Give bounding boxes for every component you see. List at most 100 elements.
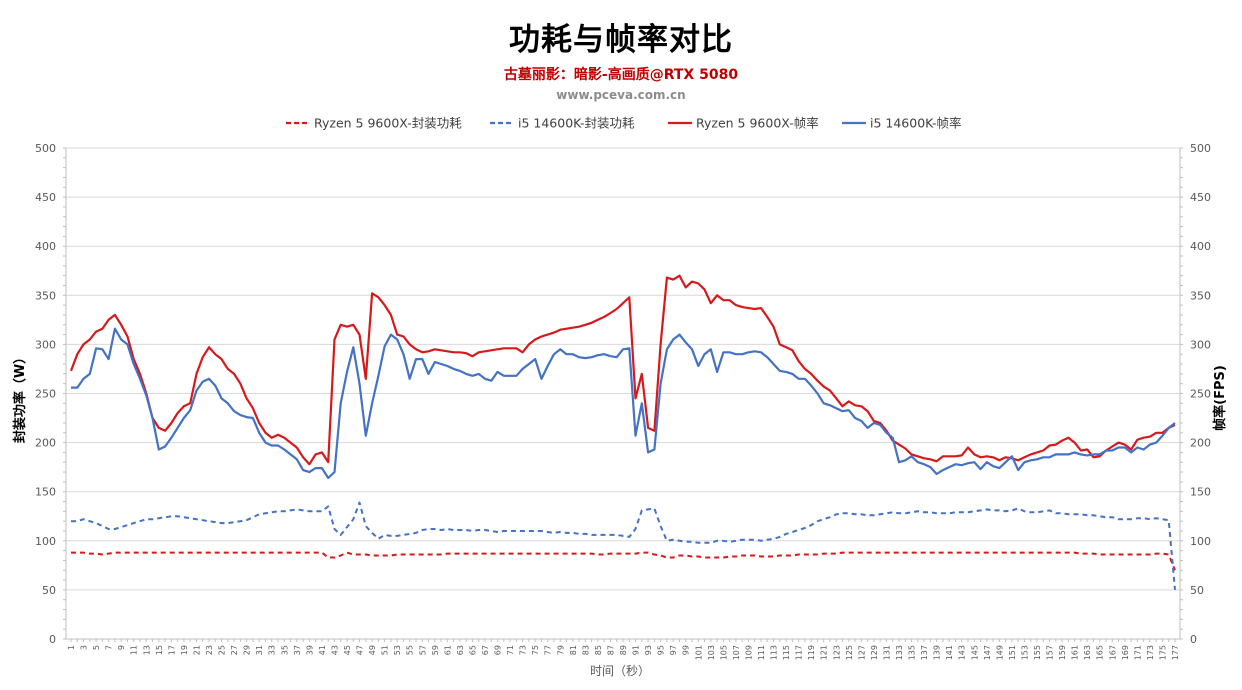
y-tick-label-left: 0 xyxy=(49,633,56,646)
x-tick-label: 1 xyxy=(67,645,76,650)
x-tick-label: 43 xyxy=(330,645,339,655)
y-tick-label-left: 400 xyxy=(35,240,56,253)
y-axis-right-label: 帧率(FPS) xyxy=(1212,365,1228,431)
x-tick-label: 89 xyxy=(619,645,628,655)
x-tick-label: 73 xyxy=(519,645,528,655)
x-tick-label: 147 xyxy=(983,645,992,660)
x-tick-label: 121 xyxy=(820,645,829,660)
x-tick-label: 109 xyxy=(744,645,753,660)
x-tick-label: 15 xyxy=(155,645,164,655)
x-tick-label: 37 xyxy=(293,645,302,655)
x-tick-label: 49 xyxy=(368,645,377,655)
x-tick-label: 125 xyxy=(845,645,854,660)
x-tick-label: 63 xyxy=(456,645,465,655)
x-tick-label: 79 xyxy=(556,645,565,655)
x-tick-label: 153 xyxy=(1020,645,1029,660)
x-tick-label: 117 xyxy=(795,645,804,660)
x-tick-label: 29 xyxy=(243,645,252,655)
x-tick-label: 145 xyxy=(970,645,979,660)
y-tick-label-left: 300 xyxy=(35,338,56,351)
x-tick-label: 35 xyxy=(280,645,289,655)
x-tick-label: 81 xyxy=(569,645,578,655)
x-tick-label: 13 xyxy=(142,645,151,655)
x-tick-label: 177 xyxy=(1171,645,1180,660)
y-tick-label-left: 150 xyxy=(35,486,56,499)
x-tick-label: 61 xyxy=(443,645,452,655)
y-tick-label-right: 400 xyxy=(1190,240,1211,253)
x-tick-label: 161 xyxy=(1071,645,1080,660)
x-tick-label: 151 xyxy=(1008,645,1017,660)
legend-label-3: i5 14600K-帧率 xyxy=(870,116,962,131)
x-tick-label: 135 xyxy=(908,645,917,660)
x-tick-label: 99 xyxy=(682,645,691,655)
x-tick-label: 33 xyxy=(268,645,277,655)
x-tick-label: 133 xyxy=(895,645,904,660)
x-tick-label: 175 xyxy=(1158,645,1167,660)
y-tick-label-left: 100 xyxy=(35,535,56,548)
y-tick-label-left: 250 xyxy=(35,388,56,401)
x-tick-label: 143 xyxy=(958,645,967,660)
x-tick-label: 31 xyxy=(255,645,264,655)
x-tick-label: 71 xyxy=(506,645,515,655)
x-tick-label: 163 xyxy=(1083,645,1092,660)
axes: 0 0 50 50 100 100 150 150 200 200 250 250 300 300 350 3… xyxy=(35,142,1211,660)
y-tick-label-right: 200 xyxy=(1190,437,1211,450)
site-watermark-text: www.pceva.com.cn xyxy=(556,88,686,102)
x-tick-label: 159 xyxy=(1058,645,1067,660)
series-line-2 xyxy=(69,274,1176,466)
y-tick-label-left: 50 xyxy=(42,584,56,597)
series-line-1 xyxy=(71,501,1176,590)
x-tick-label: 103 xyxy=(707,645,716,660)
x-tick-label: 47 xyxy=(356,645,365,655)
x-tick-label: 119 xyxy=(807,645,816,660)
x-tick-label: 123 xyxy=(832,645,841,660)
x-tick-label: 139 xyxy=(933,645,942,660)
x-tick-label: 59 xyxy=(431,645,440,655)
legend-label-1: i5 14600K-封装功耗 xyxy=(518,116,635,131)
x-tick-label: 97 xyxy=(669,645,678,655)
y-tick-label-right: 450 xyxy=(1190,191,1211,204)
y-tick-label-left: 500 xyxy=(35,142,56,155)
y-tick-label-left: 200 xyxy=(35,437,56,450)
x-tick-label: 67 xyxy=(481,645,490,655)
x-tick-label: 165 xyxy=(1096,645,1105,660)
x-tick-label: 85 xyxy=(594,645,603,655)
x-tick-label: 77 xyxy=(544,645,553,655)
y-tick-label-right: 250 xyxy=(1190,388,1211,401)
x-tick-label: 55 xyxy=(406,645,415,655)
y-tick-label-right: 500 xyxy=(1190,142,1211,155)
x-tick-label: 101 xyxy=(694,645,703,660)
y-tick-label-left: 350 xyxy=(35,289,56,302)
x-tick-label: 23 xyxy=(205,645,214,655)
x-tick-label: 69 xyxy=(494,645,503,655)
x-tick-label: 169 xyxy=(1121,645,1130,660)
y-tick-label-right: 350 xyxy=(1190,289,1211,302)
x-tick-label: 3 xyxy=(80,645,89,650)
legend: Ryzen 5 9600X-封装功耗 i5 14600K-封装功耗 Ryzen 5 … xyxy=(286,116,962,131)
x-tick-label: 39 xyxy=(305,645,314,655)
x-tick-label: 127 xyxy=(857,645,866,660)
x-tick-label: 27 xyxy=(230,645,239,655)
x-tick-label: 9 xyxy=(117,645,126,650)
x-tick-label: 91 xyxy=(632,645,641,655)
x-tick-label: 17 xyxy=(167,645,176,655)
gridlines xyxy=(66,147,1180,591)
x-tick-label: 5 xyxy=(92,645,101,650)
y-tick-label-right: 150 xyxy=(1190,486,1211,499)
y-axis-left-label: 封装功率（W） xyxy=(12,351,28,443)
x-tick-label: 41 xyxy=(318,645,327,655)
y-tick-label-left: 450 xyxy=(35,191,56,204)
x-tick-label: 131 xyxy=(882,645,891,660)
y-tick-label-right: 300 xyxy=(1190,338,1211,351)
x-tick-label: 65 xyxy=(468,645,477,655)
x-tick-label: 107 xyxy=(732,645,741,660)
x-tick-label: 11 xyxy=(130,645,139,655)
legend-label-0: Ryzen 5 9600X-封装功耗 xyxy=(314,116,462,131)
x-tick-label: 83 xyxy=(581,645,590,655)
x-tick-label: 155 xyxy=(1033,645,1042,660)
x-tick-label: 167 xyxy=(1108,645,1117,660)
x-axis-label: 时间（秒） xyxy=(590,664,650,678)
x-tick-label: 129 xyxy=(870,645,879,660)
x-tick-label: 7 xyxy=(105,645,114,650)
